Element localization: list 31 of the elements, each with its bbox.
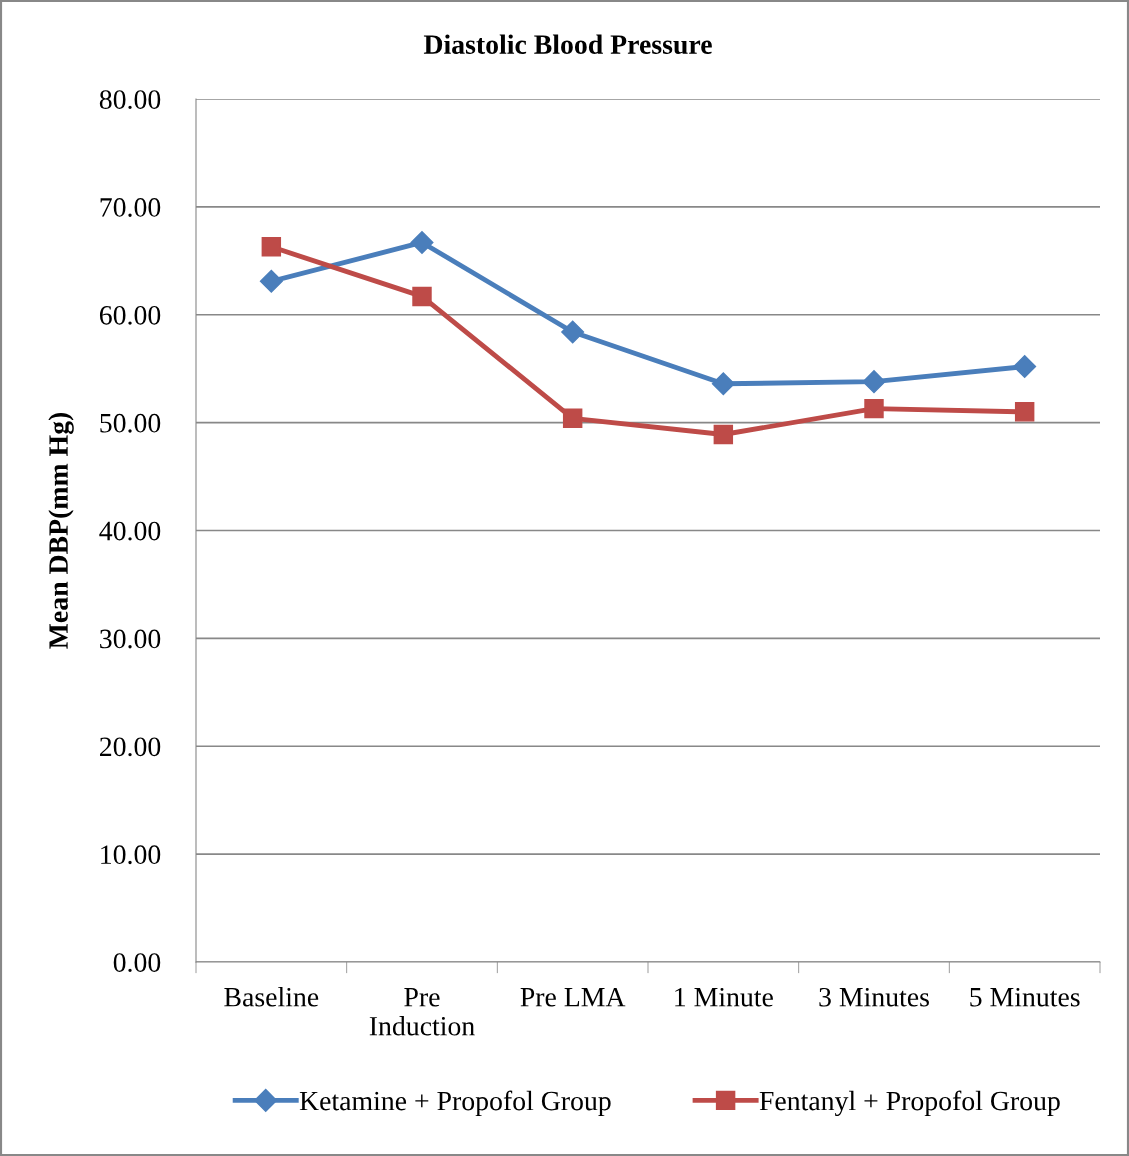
point — [561, 320, 585, 344]
y-tick-label: 50.00 — [100, 413, 161, 433]
point — [261, 237, 282, 257]
y-tick-label: 10.00 — [101, 845, 161, 865]
y-tick-label: 40.00 — [99, 521, 161, 541]
point — [410, 230, 434, 254]
y-tick-label: 30.00 — [100, 629, 161, 649]
point — [259, 269, 283, 293]
y-tick-label: 80.00 — [99, 90, 161, 110]
y-tick-label: 60.00 — [99, 305, 161, 325]
point — [864, 398, 884, 419]
point — [713, 424, 734, 445]
legend-label: Ketamine + Propofol Group — [299, 1090, 611, 1117]
chart-title: Diastolic Blood Pressure — [423, 34, 712, 55]
y-tick-label: 20.00 — [100, 737, 161, 757]
point — [862, 370, 886, 394]
y-tick-label: 0.00 — [113, 953, 161, 973]
point — [412, 286, 432, 307]
point — [1013, 355, 1037, 379]
y-tick-label: 70.00 — [100, 198, 161, 217]
x-tick-label: 1 Minute — [675, 987, 773, 1007]
x-tick-label: 3 Minutes — [819, 987, 929, 1007]
y-axis-title: Mean DBP(mm Hg) — [48, 412, 74, 649]
x-tick-label: Pre LMA — [520, 987, 626, 1007]
point — [1014, 402, 1035, 422]
x-tick-label: Baseline — [224, 987, 319, 1007]
x-tick-label: Pre Induction — [369, 988, 475, 1036]
x-tick-label: 5 Minutes — [970, 987, 1080, 1007]
legend-label: Fentanyl + Propofol Group — [759, 1090, 1060, 1117]
point — [562, 408, 583, 429]
point — [711, 372, 735, 396]
